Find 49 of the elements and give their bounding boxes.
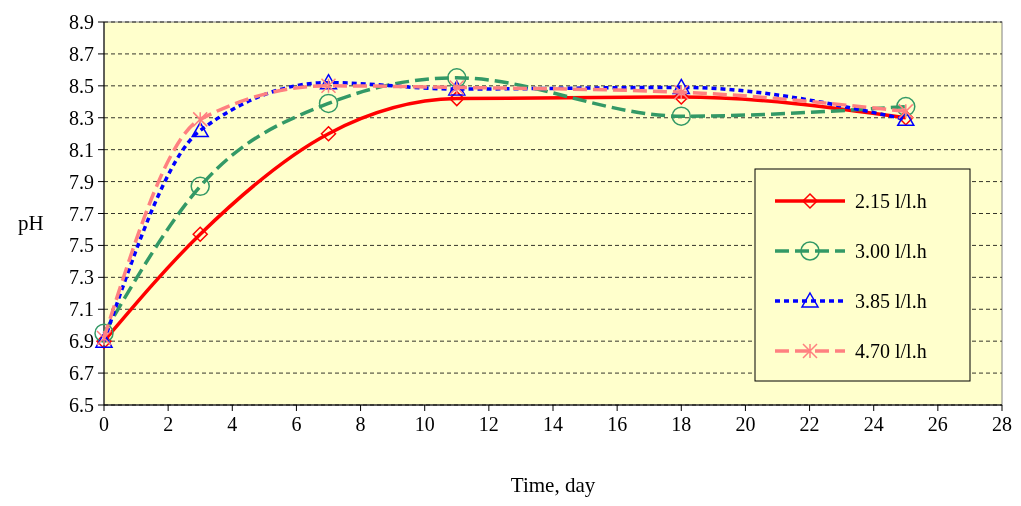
x-tick-label: 8 xyxy=(355,413,366,435)
x-tick-label: 26 xyxy=(927,413,948,435)
y-tick-label: 7.3 xyxy=(69,266,94,289)
x-tick-label: 10 xyxy=(414,413,435,435)
point xyxy=(447,68,467,88)
point xyxy=(896,96,916,117)
y-tick-label: 7.7 xyxy=(69,202,94,225)
y-tick-label: 6.5 xyxy=(69,394,94,416)
point xyxy=(319,73,338,90)
point xyxy=(673,84,690,100)
y-tick-label: 6.9 xyxy=(69,330,94,353)
y-tick-label: 8.3 xyxy=(69,106,94,129)
x-axis-title: Time, day xyxy=(510,473,596,497)
point xyxy=(94,323,114,343)
y-tick-label: 6.7 xyxy=(69,362,94,385)
y-tick-label: 8.9 xyxy=(69,11,94,33)
x-tick-label: 4 xyxy=(227,413,238,435)
y-axis-title: pH xyxy=(18,210,44,235)
legend-label: 2.15 l/l.h xyxy=(855,190,927,212)
y-tick-label: 7.5 xyxy=(69,234,94,257)
x-tick-label: 28 xyxy=(992,413,1012,435)
point xyxy=(318,93,339,114)
x-tick-label: 24 xyxy=(863,413,884,435)
y-tick-label: 7.9 xyxy=(69,170,94,193)
x-tick-label: 12 xyxy=(478,413,499,435)
y-tick-label: 7.1 xyxy=(69,298,94,321)
y-tick-label: 8.1 xyxy=(69,138,94,161)
x-tick-label: 16 xyxy=(607,413,628,435)
point xyxy=(898,103,914,120)
x-tick-label: 18 xyxy=(671,413,692,435)
point xyxy=(190,176,210,197)
legend-label: 3.85 l/l.h xyxy=(855,290,927,312)
y-tick-label: 8.5 xyxy=(69,74,94,97)
x-tick-label: 22 xyxy=(799,413,820,435)
point xyxy=(192,111,208,128)
legend-label: 3.00 l/l.h xyxy=(855,240,927,262)
x-tick-label: 20 xyxy=(735,413,756,435)
point xyxy=(449,90,465,107)
point xyxy=(191,121,209,138)
legend-label: 4.70 l/l.h xyxy=(855,340,927,362)
x-tick-label: 0 xyxy=(99,413,109,435)
point xyxy=(671,106,692,126)
x-tick-label: 2 xyxy=(163,413,174,435)
point xyxy=(320,78,337,94)
point xyxy=(320,125,337,142)
x-tick-label: 6 xyxy=(291,413,302,435)
y-tick-label: 8.7 xyxy=(69,42,94,65)
x-tick-label: 14 xyxy=(543,413,563,435)
point xyxy=(192,226,208,242)
